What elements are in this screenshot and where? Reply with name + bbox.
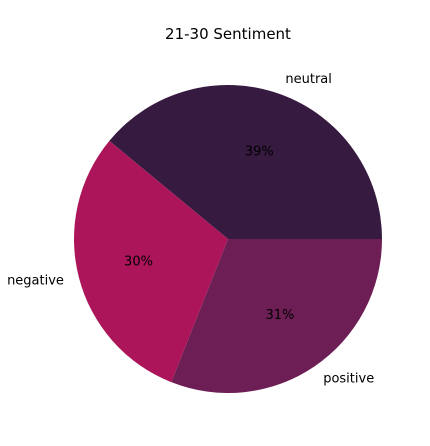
pie-labels: neutral 39% negative 30% positive 31% [7, 72, 374, 386]
slice-label-positive: positive [323, 372, 374, 387]
slice-percent-neutral: 39% [245, 145, 274, 160]
slice-percent-negative: 30% [124, 254, 153, 269]
pie-slice-positive [171, 239, 382, 393]
chart-title: 21-30 Sentiment [165, 25, 291, 43]
slice-percent-positive: 31% [265, 308, 294, 323]
slice-label-neutral: neutral [285, 72, 332, 87]
slice-label-negative: negative [7, 274, 64, 289]
pie-slice-neutral [109, 85, 383, 240]
pie-slice-negative [74, 140, 228, 383]
pie-slices [74, 85, 383, 393]
